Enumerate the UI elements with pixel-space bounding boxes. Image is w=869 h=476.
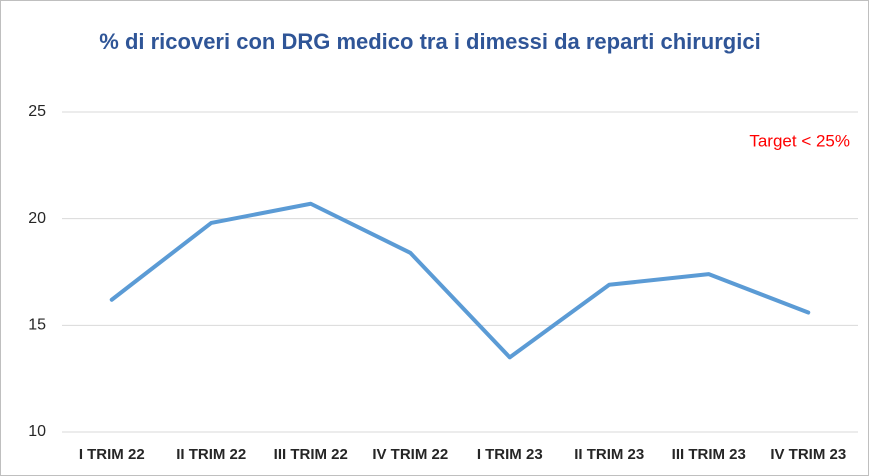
x-tick-label: III TRIM 22 <box>274 446 348 463</box>
x-tick-label: III TRIM 23 <box>672 446 746 463</box>
chart-title: % di ricoveri con DRG medico tra i dimes… <box>99 29 761 54</box>
x-tick-label: II TRIM 23 <box>574 446 644 463</box>
x-tick-label: II TRIM 22 <box>176 446 246 463</box>
y-tick-label: 20 <box>28 210 46 227</box>
y-tick-label: 25 <box>28 103 46 120</box>
annotation: Target < 25% <box>749 131 850 150</box>
x-tick-label: I TRIM 23 <box>477 446 543 463</box>
x-tick-label: IV TRIM 22 <box>372 446 448 463</box>
x-tick-label: IV TRIM 23 <box>770 446 846 463</box>
data-line <box>109 201 811 360</box>
y-tick-label: 10 <box>28 423 46 440</box>
y-tick-label: 15 <box>28 317 46 334</box>
x-tick-label: I TRIM 22 <box>79 446 145 463</box>
